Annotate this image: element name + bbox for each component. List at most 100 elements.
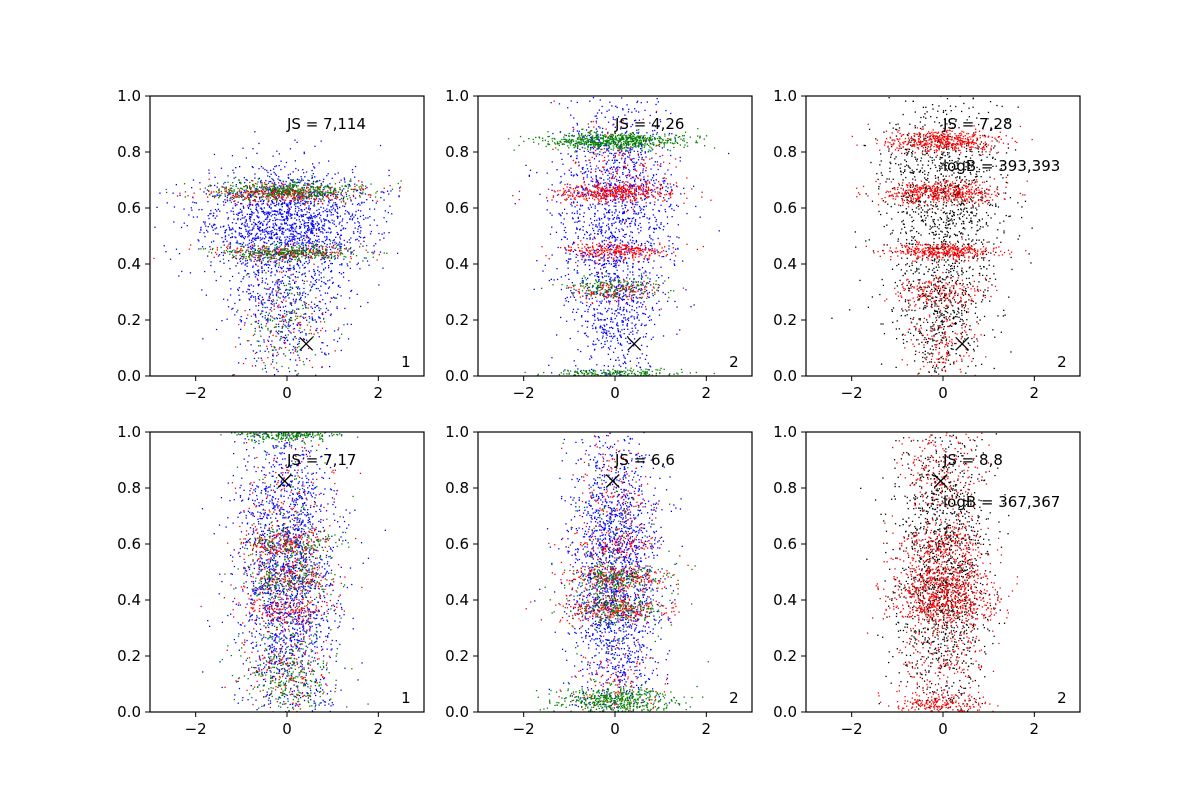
y-tick-label: 0.4 — [117, 255, 141, 273]
scatter-point — [267, 204, 269, 206]
scatter-point — [618, 359, 620, 361]
scatter-point — [284, 319, 286, 321]
scatter-point — [308, 239, 311, 241]
scatter-point — [290, 214, 292, 217]
scatter-point — [601, 241, 604, 243]
scatter-point — [610, 340, 612, 342]
scatter-point — [290, 302, 293, 304]
scatter-point — [220, 194, 222, 197]
scatter-point — [288, 259, 290, 261]
scatter-point — [255, 274, 257, 276]
scatter-point — [251, 247, 253, 249]
scatter-point — [229, 229, 231, 231]
scatter-point — [271, 185, 273, 188]
scatter-point — [253, 243, 256, 245]
scatter-point — [228, 193, 230, 196]
scatter-point — [294, 196, 296, 199]
scatter-point — [350, 180, 352, 182]
scatter-point — [254, 200, 256, 202]
scatter-point — [609, 289, 611, 291]
scatter-point — [339, 215, 341, 217]
scatter-point — [269, 297, 271, 299]
scatter-point — [251, 255, 253, 257]
scatter-point — [276, 248, 279, 250]
scatter-point — [285, 250, 287, 252]
scatter-point — [255, 208, 257, 210]
scatter-point — [351, 169, 354, 171]
scatter-point — [551, 161, 553, 163]
axes-frame — [149, 95, 425, 377]
scatter-point — [338, 223, 340, 225]
scatter-point — [264, 234, 266, 236]
scatter-point — [258, 168, 260, 170]
scatter-point — [248, 252, 250, 254]
scatter-point — [599, 194, 601, 197]
scatter-point — [378, 284, 380, 286]
scatter-point — [632, 271, 634, 273]
scatter-point — [280, 335, 282, 338]
scatter-point — [294, 160, 296, 162]
scatter-point — [358, 240, 360, 242]
scatter-point — [303, 187, 305, 189]
scatter-point — [296, 317, 298, 320]
scatter-point — [221, 237, 223, 239]
scatter-point — [641, 267, 644, 269]
scatter-point — [269, 294, 271, 296]
scatter-point — [313, 198, 315, 200]
scatter-point — [577, 220, 580, 222]
scatter-point — [277, 287, 279, 289]
scatter-point — [278, 188, 280, 191]
scatter-point — [254, 352, 257, 354]
scatter-point — [626, 130, 628, 132]
scatter-point — [311, 183, 314, 185]
scatter-point — [659, 191, 661, 193]
scatter-point — [589, 268, 591, 271]
scatter-point — [248, 255, 251, 257]
scatter-point — [618, 229, 620, 231]
scatter-point — [300, 191, 303, 194]
scatter-point — [609, 327, 611, 329]
scatter-point — [260, 249, 262, 251]
scatter-point — [608, 227, 610, 230]
scatter-point — [330, 270, 333, 272]
scatter-point — [306, 184, 308, 186]
scatter-point — [337, 252, 340, 254]
scatter-point — [290, 312, 292, 314]
scatter-point — [337, 191, 339, 193]
scatter-point — [616, 315, 618, 317]
scatter-point — [260, 335, 262, 337]
scatter-point — [267, 263, 269, 266]
scatter-point — [362, 237, 365, 239]
scatter-point — [648, 228, 650, 230]
scatter-point — [267, 196, 269, 198]
scatter-point — [163, 245, 165, 247]
scatter-point — [208, 251, 210, 253]
scatter-point — [668, 240, 670, 242]
scatter-point — [600, 177, 602, 179]
scatter-point — [242, 147, 244, 149]
scatter-point — [348, 212, 350, 214]
scatter-point — [264, 191, 266, 193]
scatter-point — [626, 277, 628, 279]
scatter-point — [619, 280, 621, 282]
scatter-point — [249, 193, 251, 196]
scatter-point — [321, 280, 323, 283]
scatter-point — [611, 234, 613, 236]
scatter-point — [240, 316, 242, 318]
scatter-point — [267, 188, 269, 190]
scatter-point — [262, 211, 264, 213]
scatter-point — [233, 249, 235, 251]
scatter-point — [302, 249, 304, 251]
scatter-point — [190, 244, 192, 246]
scatter-point — [311, 231, 313, 233]
scatter-point — [525, 164, 527, 166]
scatter-point — [264, 242, 266, 244]
scatter-point — [327, 196, 329, 198]
scatter-point — [602, 335, 604, 337]
scatter-point — [310, 215, 312, 217]
scatter-point — [265, 213, 268, 215]
scatter-point — [360, 305, 362, 308]
scatter-point — [271, 251, 273, 253]
scatter-point — [640, 275, 643, 277]
scatter-point — [228, 189, 231, 192]
